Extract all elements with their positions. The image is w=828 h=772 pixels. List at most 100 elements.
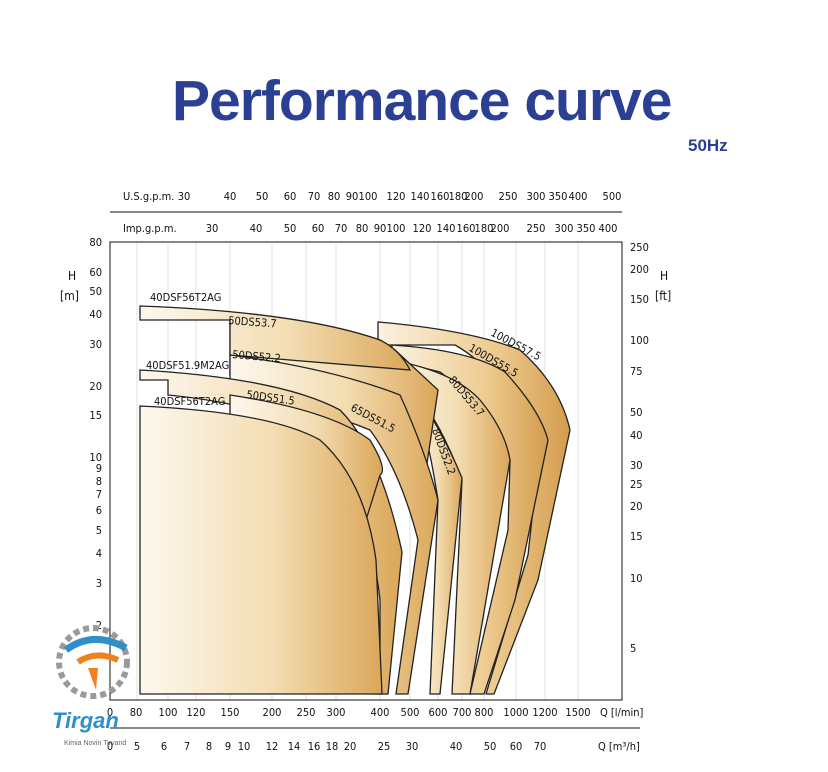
svg-text:20: 20	[89, 380, 102, 393]
svg-text:150: 150	[630, 293, 649, 306]
svg-text:200: 200	[465, 190, 484, 203]
svg-text:15: 15	[89, 409, 102, 422]
svg-text:30: 30	[206, 222, 219, 235]
svg-text:5: 5	[630, 642, 636, 655]
svg-text:14: 14	[288, 740, 301, 753]
svg-text:30: 30	[406, 740, 419, 753]
svg-text:250: 250	[527, 222, 546, 235]
svg-text:40: 40	[630, 429, 643, 442]
svg-text:5: 5	[96, 524, 102, 537]
svg-text:300: 300	[327, 706, 346, 719]
svg-text:100: 100	[387, 222, 406, 235]
svg-text:60: 60	[89, 266, 102, 279]
svg-text:50: 50	[89, 285, 102, 298]
svg-text:250: 250	[630, 241, 649, 254]
svg-text:30: 30	[178, 190, 191, 203]
svg-text:200: 200	[630, 263, 649, 276]
svg-text:7: 7	[184, 740, 190, 753]
svg-text:75: 75	[630, 365, 643, 378]
svg-text:3: 3	[96, 577, 102, 590]
svg-text:120: 120	[387, 190, 406, 203]
svg-text:9: 9	[96, 462, 102, 475]
x-axis-impgpm: 30 40 50 60 70 80 90 100 120 140 160 180 200 250 3…	[206, 222, 618, 235]
impgpm-label: Imp.g.p.m.	[123, 222, 177, 235]
x-axis-usgpm: 30 40 50 60 70 80 90 100 120 140 160 180 200 250 3…	[178, 190, 622, 203]
y-left-label: H	[68, 269, 76, 283]
y-right-label: H	[660, 269, 668, 283]
svg-text:150: 150	[221, 706, 240, 719]
label-40DSF56T2AG-b: 40DSF56T2AG	[154, 395, 225, 408]
logo-name: Tirgan	[52, 708, 119, 733]
svg-text:100: 100	[159, 706, 178, 719]
svg-text:18: 18	[326, 740, 339, 753]
y-left-unit: [m]	[60, 289, 79, 303]
svg-text:250: 250	[499, 190, 518, 203]
svg-text:60: 60	[312, 222, 325, 235]
svg-text:15: 15	[630, 530, 643, 543]
svg-text:10: 10	[630, 572, 643, 585]
svg-text:5: 5	[134, 740, 140, 753]
svg-text:8: 8	[206, 740, 212, 753]
svg-text:30: 30	[630, 459, 643, 472]
svg-text:80: 80	[328, 190, 341, 203]
svg-text:600: 600	[429, 706, 448, 719]
svg-text:90: 90	[374, 222, 387, 235]
svg-text:20: 20	[344, 740, 357, 753]
svg-text:80: 80	[356, 222, 369, 235]
svg-text:350: 350	[577, 222, 596, 235]
svg-text:250: 250	[297, 706, 316, 719]
svg-text:6: 6	[96, 504, 102, 517]
svg-text:70: 70	[534, 740, 547, 753]
svg-text:10: 10	[238, 740, 251, 753]
x-lmin-unit: Q [l/min]	[600, 706, 644, 719]
svg-text:16: 16	[308, 740, 321, 753]
svg-text:800: 800	[475, 706, 494, 719]
svg-text:1200: 1200	[532, 706, 557, 719]
label-50DS52.2: 50DS52.2	[232, 348, 281, 365]
svg-text:50: 50	[630, 406, 643, 419]
svg-text:20: 20	[630, 500, 643, 513]
usgpm-label: U.S.g.p.m.	[123, 190, 174, 203]
svg-text:60: 60	[284, 190, 297, 203]
svg-text:80: 80	[130, 706, 143, 719]
svg-text:40: 40	[224, 190, 237, 203]
svg-text:90: 90	[346, 190, 359, 203]
label-40DSF56T2AG-a: 40DSF56T2AG	[150, 291, 221, 304]
svg-text:12: 12	[266, 740, 279, 753]
svg-text:160: 160	[457, 222, 476, 235]
svg-text:50: 50	[484, 740, 497, 753]
y-right-unit: [ft]	[655, 289, 671, 303]
svg-text:180: 180	[449, 190, 468, 203]
svg-text:500: 500	[603, 190, 622, 203]
plot-frame	[109, 241, 623, 701]
svg-text:80: 80	[89, 236, 102, 249]
x-m3h-unit: Q [m³/h]	[598, 740, 640, 753]
svg-text:50: 50	[284, 222, 297, 235]
svg-text:30: 30	[89, 338, 102, 351]
svg-text:10: 10	[89, 451, 102, 464]
svg-text:300: 300	[555, 222, 574, 235]
svg-text:1500: 1500	[565, 706, 590, 719]
band-40DSF56T2AG-low	[139, 405, 383, 695]
page-title: Performance curve	[172, 69, 672, 133]
svg-text:180: 180	[475, 222, 494, 235]
svg-text:140: 140	[437, 222, 456, 235]
svg-text:9: 9	[225, 740, 231, 753]
label-50DS53.7: 50DS53.7	[228, 314, 277, 330]
svg-text:200: 200	[263, 706, 282, 719]
svg-text:200: 200	[491, 222, 510, 235]
svg-text:100: 100	[630, 334, 649, 347]
svg-text:25: 25	[378, 740, 391, 753]
svg-text:140: 140	[411, 190, 430, 203]
svg-text:500: 500	[401, 706, 420, 719]
curve-bands	[139, 305, 571, 695]
svg-text:0: 0	[107, 740, 113, 753]
svg-text:40: 40	[89, 308, 102, 321]
svg-text:70: 70	[308, 190, 321, 203]
svg-text:70: 70	[335, 222, 348, 235]
svg-text:400: 400	[371, 706, 390, 719]
svg-text:25: 25	[630, 478, 643, 491]
